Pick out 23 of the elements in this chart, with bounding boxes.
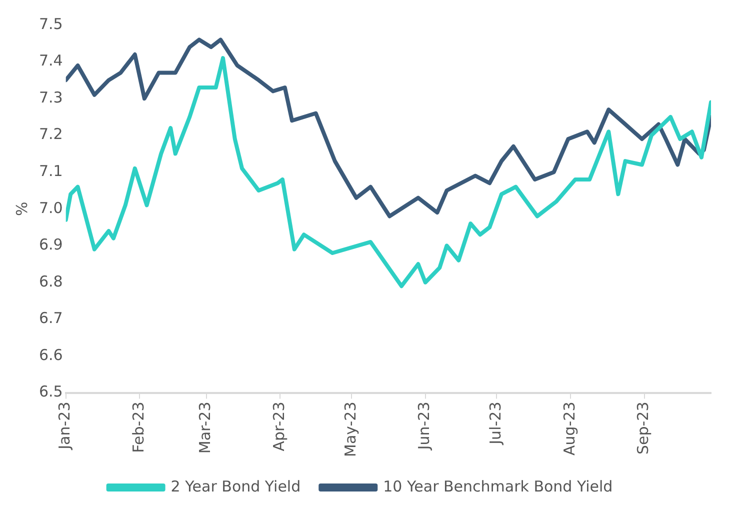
y-tick-label: 6.5 [38,382,63,401]
y-tick-label: 6.8 [38,272,63,290]
x-tick-label: Feb-23 [130,402,148,453]
y-tick-label: 7.3 [38,88,63,106]
x-tick-label: Mar-23 [196,402,214,454]
legend-label: 10 Year Benchmark Bond Yield [383,477,613,496]
y-tick-label: 6.7 [38,309,63,328]
x-tick-label: Jan-23 [56,402,74,450]
x-tick-label: Sep-23 [634,402,652,455]
y-tick-label: 6.6 [38,346,63,364]
x-tick-label: May-23 [341,402,360,458]
x-tick-label: Aug-23 [560,402,578,456]
y-tick-label: 7.4 [38,52,63,70]
y-tick-label: 7.5 [38,14,63,33]
x-tick-label: Jul-23 [486,402,505,446]
x-tick-label: Apr-23 [270,402,288,452]
y-tick-label: 7.2 [38,125,63,144]
y-tick-label: 7.0 [38,198,63,217]
y-tick-label: 6.9 [38,236,63,254]
y-axis-title: % [12,202,31,216]
y-tick-label: 7.1 [38,162,63,180]
legend-label: 2 Year Bond Yield [170,477,301,496]
x-tick-label: Jun-23 [415,402,434,451]
